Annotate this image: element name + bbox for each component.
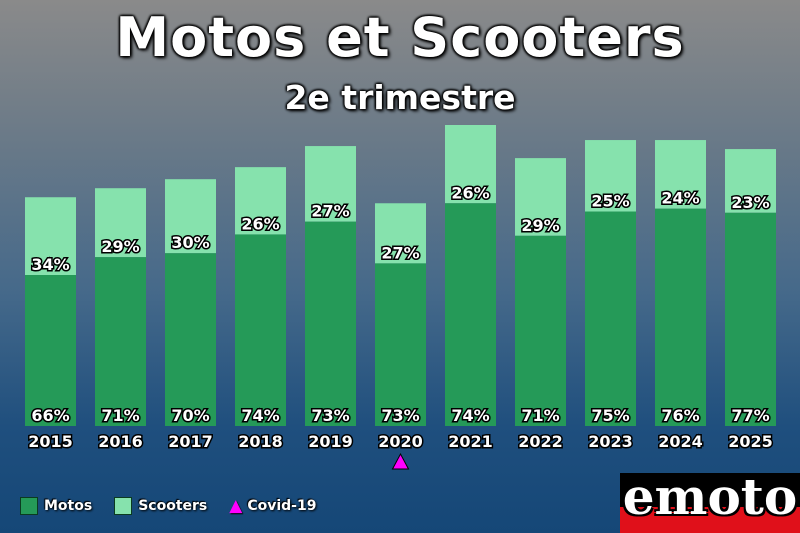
emoto-logo[interactable]: emoto (620, 473, 800, 533)
bar-motos-2025 (725, 212, 776, 426)
legend-item-motos: Motos (20, 497, 92, 515)
label-motos-2017: 70% (171, 406, 209, 425)
chart-title: Motos et Scooters (115, 6, 685, 69)
bar-scooters-2019 (305, 146, 356, 222)
legend-item-covid: ▲ Covid-19 (229, 496, 316, 516)
label-motos-2015: 66% (31, 406, 69, 425)
legend-item-scooters: Scooters (114, 497, 207, 515)
label-motos-2020: 73% (381, 406, 419, 425)
label-motos-2019: 73% (311, 406, 349, 425)
label-scooters-2019: 27% (311, 202, 349, 221)
chart-legend: Motos Scooters ▲ Covid-19 (20, 496, 338, 516)
bar-scooters-2023 (585, 140, 636, 212)
x-tick-2024: 2024 (658, 432, 703, 451)
bar-scooters-2021 (445, 125, 496, 204)
bar-scooters-2020 (375, 203, 426, 264)
label-motos-2025: 77% (731, 406, 769, 425)
stacked-bar-chart: 66% 34% 2015 71% 29% 2016 70% 30% 2017 74% 26% 2018… (25, 125, 776, 470)
label-scooters-2020: 27% (381, 243, 419, 262)
bar-motos-2018 (235, 234, 286, 426)
x-tick-2017: 2017 (168, 432, 213, 451)
legend-label-covid: Covid-19 (247, 498, 317, 514)
x-tick-2018: 2018 (238, 432, 283, 451)
label-motos-2023: 75% (591, 406, 629, 425)
label-motos-2018: 74% (241, 406, 279, 425)
x-tick-2020: 2020 (378, 432, 423, 451)
x-tick-2025: 2025 (728, 432, 773, 451)
x-tick-2016: 2016 (98, 432, 143, 451)
legend-label-scooters: Scooters (138, 498, 208, 514)
bar-motos-2024 (655, 208, 706, 426)
x-tick-2022: 2022 (518, 432, 563, 451)
bar-motos-2017 (165, 253, 216, 426)
bar-scooters-2017 (165, 179, 216, 254)
legend-swatch-scooters (114, 497, 133, 515)
label-scooters-2016: 29% (101, 237, 139, 256)
bar-motos-2016 (95, 257, 146, 426)
covid-marker-2020 (391, 452, 410, 470)
bar-motos-2019 (305, 221, 356, 426)
bar-motos-2022 (515, 235, 566, 426)
bar-scooters-2018 (235, 167, 286, 235)
label-scooters-2021: 26% (451, 183, 489, 202)
bar-scooters-2024 (655, 140, 706, 209)
covid-triangle-icon: ▲ (229, 496, 243, 516)
label-motos-2024: 76% (661, 406, 699, 425)
bar-motos-2020 (375, 263, 426, 426)
bar-scooters-2025 (725, 149, 776, 213)
bar-motos-2015 (25, 275, 76, 426)
label-scooters-2022: 29% (521, 216, 559, 235)
label-scooters-2015: 34% (31, 255, 69, 274)
x-tick-2015: 2015 (28, 432, 73, 451)
bar-scooters-2022 (515, 158, 566, 236)
legend-swatch-motos (20, 497, 38, 515)
bar-scooters-2015 (25, 197, 76, 276)
bar-scooters-2016 (95, 188, 146, 258)
bar-motos-2023 (585, 211, 636, 426)
logo-text: emoto (622, 473, 798, 526)
label-scooters-2017: 30% (171, 233, 209, 252)
label-motos-2016: 71% (101, 406, 139, 425)
chart-subtitle: 2e trimestre (284, 78, 516, 117)
label-scooters-2025: 23% (731, 193, 769, 212)
logo-red-band (620, 507, 800, 533)
label-motos-2022: 71% (521, 406, 559, 425)
legend-label-motos: Motos (44, 498, 93, 514)
x-tick-2019: 2019 (308, 432, 353, 451)
x-tick-2021: 2021 (448, 432, 493, 451)
bar-motos-2021 (445, 203, 496, 426)
label-motos-2021: 74% (451, 406, 489, 425)
x-tick-2023: 2023 (588, 432, 633, 451)
label-scooters-2018: 26% (241, 214, 279, 233)
label-scooters-2023: 25% (591, 192, 629, 211)
label-scooters-2024: 24% (661, 189, 699, 208)
